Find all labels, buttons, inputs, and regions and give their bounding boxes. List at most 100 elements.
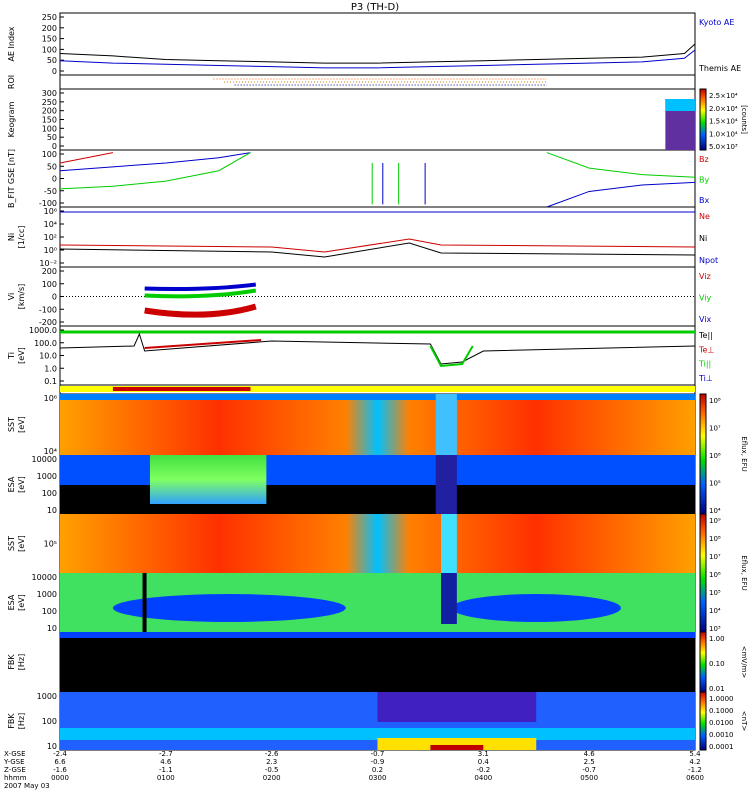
footer-value: 0.2 xyxy=(372,766,383,774)
elec-colorbar xyxy=(699,513,707,633)
ytick-ti: 0.1 xyxy=(44,377,57,386)
ylabel-esa_i: ESA xyxy=(7,476,16,492)
panel-frame-keogram xyxy=(59,88,696,151)
ylabel2-vi: [km/s] xyxy=(17,284,26,310)
te-perp-line xyxy=(144,339,262,349)
ylabel-sst_e: SST xyxy=(7,536,16,551)
footer-value: 0400 xyxy=(474,774,492,782)
ion-cbar-tick: 10⁵ xyxy=(709,480,721,488)
ion-cbar-label: Eflux, EFU xyxy=(740,436,748,471)
footer-value: -2.4 xyxy=(53,750,67,758)
esa-ion-green xyxy=(149,455,267,504)
sst-elec-gap xyxy=(441,514,457,573)
by-line xyxy=(59,152,251,190)
bx-line-2 xyxy=(546,181,696,208)
legend-ae: Themis AE xyxy=(698,64,741,73)
te-line xyxy=(59,332,696,365)
fbk-e-cbar-tick: 0.01 xyxy=(709,685,725,693)
legend-bfit: Bz xyxy=(699,155,709,164)
sst-ion-gap xyxy=(435,394,457,455)
ylabel-ti: Ti xyxy=(7,352,16,360)
panel-frame-ae xyxy=(59,12,696,76)
legend-ni: Ne xyxy=(699,212,710,221)
elec-cbar-tick: 10⁷ xyxy=(709,553,721,561)
ytick-ae: 50 xyxy=(47,56,57,65)
ae-themis-line xyxy=(59,43,696,64)
fbk-b-yellow xyxy=(377,738,537,750)
footer-date: 2007 May 03 xyxy=(4,782,50,790)
ytick-sst_i: 10⁴ xyxy=(44,447,57,456)
ytick-esa_i: 100 xyxy=(42,489,57,498)
elec-cbar-tick: 10⁶ xyxy=(709,571,721,579)
footer-label-X-GSE: X-GSE xyxy=(4,750,26,758)
ylabel2-sst_i: [eV] xyxy=(17,416,26,433)
ytick-esa_i: 1000 xyxy=(37,472,57,481)
esa-elec-blob-left xyxy=(112,594,346,622)
ytick-fbk_b: 100 xyxy=(42,717,57,726)
ytick-sst_e: 10⁵ xyxy=(44,540,57,549)
elec-cbar-tick: 10³ xyxy=(709,625,721,633)
ytick-bfit: 100 xyxy=(42,150,57,159)
bz-line xyxy=(59,152,114,164)
footer-value: 0600 xyxy=(686,774,704,782)
keogram-cbar-label: [counts] xyxy=(740,105,748,134)
legend-ti: Ti⊥ xyxy=(698,374,713,383)
legend-vi: Viy xyxy=(699,294,712,303)
keogram-cbar-tick: 1.0×10⁴ xyxy=(709,130,738,138)
sst-elec-spectrogram xyxy=(60,514,695,573)
sst-ion-top xyxy=(60,394,695,400)
footer-value: -0.9 xyxy=(371,758,385,766)
ni-line xyxy=(59,242,696,258)
footer-value: 2.3 xyxy=(266,758,277,766)
elec-cbar-label: Eflux, EFU xyxy=(740,555,748,590)
ytick-keogram: 0 xyxy=(52,142,57,151)
ytick-keogram: 100 xyxy=(42,124,57,133)
footer-value: 0300 xyxy=(369,774,387,782)
ylabel2-fbk_b: [Hz] xyxy=(17,713,26,729)
keogram-cbar-tick: 5.0×10³ xyxy=(709,143,738,151)
ytick-vi: -100 xyxy=(39,305,57,314)
ylabel2-esa_e: [eV] xyxy=(17,594,26,611)
viy-band xyxy=(144,288,257,299)
fbk-e-cbar-label: <mV/m> xyxy=(740,646,748,679)
footer-value: 0500 xyxy=(580,774,598,782)
footer-value: 2.5 xyxy=(584,758,595,766)
ytick-sst_i: 10⁶ xyxy=(44,394,57,403)
footer-value: 4.6 xyxy=(160,758,172,766)
footer-label-hhmm: hhmm xyxy=(4,774,27,782)
ylabel2-fbk_e: [Hz] xyxy=(17,654,26,670)
keogram-cbar-tick: 2.0×10⁴ xyxy=(709,105,738,113)
footer-value: 6.6 xyxy=(54,758,66,766)
fbk-b-purple xyxy=(377,692,537,722)
fbk-e-cbar-tick: 0.10 xyxy=(709,660,725,668)
ytick-ni: 10² xyxy=(44,233,57,242)
fbk-b-cbar-tick: 1.0000 xyxy=(709,695,734,703)
keogram-colorbar xyxy=(699,88,707,151)
legend-vi: Vix xyxy=(699,315,712,324)
ylabel2-ni: [1/cc] xyxy=(17,226,26,249)
ytick-esa_i: 10 xyxy=(47,506,57,515)
footer-value: 3.1 xyxy=(478,750,489,758)
ytick-bfit: -50 xyxy=(44,187,57,196)
fbk-b-red xyxy=(430,745,484,750)
esa-elec-gap xyxy=(441,573,457,624)
footer-value: -0.2 xyxy=(476,766,490,774)
legend-bfit: Bx xyxy=(699,196,709,205)
ytick-ni: 10⁰ xyxy=(44,246,57,255)
ytick-keogram: 300 xyxy=(42,89,57,98)
mode-bar-red xyxy=(112,387,251,391)
footer-value: -0.5 xyxy=(265,766,279,774)
ytick-vi: -200 xyxy=(39,318,57,327)
fbk-b-cbar-tick: 0.1000 xyxy=(709,707,734,715)
ytick-ae: 100 xyxy=(42,45,57,54)
ytick-vi: 200 xyxy=(42,267,57,276)
panel-frame-ni xyxy=(59,206,696,268)
ylabel-sst_i: SST xyxy=(7,417,16,432)
ytick-ae: 250 xyxy=(42,13,57,22)
panel-frame-ti xyxy=(59,325,696,386)
by-line-2 xyxy=(546,152,696,178)
footer-value: 4.2 xyxy=(689,758,700,766)
ylabel-ni: Ni xyxy=(7,233,16,241)
legend-ti: Te|| xyxy=(698,331,713,340)
plot-title: P3 (TH-D) xyxy=(351,2,399,13)
